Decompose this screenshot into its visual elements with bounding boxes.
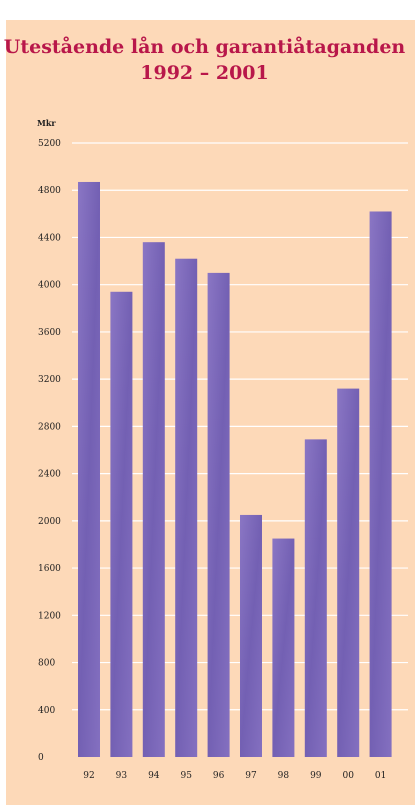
bar-00 [337, 388, 360, 757]
bar-97 [240, 514, 262, 757]
y-tick-label: 1200 [38, 611, 61, 621]
bar-96 [207, 272, 230, 757]
x-tick-label: 97 [245, 771, 257, 781]
y-tick-label: 2800 [38, 422, 61, 432]
y-tick-label: 1600 [38, 564, 61, 574]
y-tick-label: 4400 [38, 233, 61, 243]
y-tick-label: 0 [38, 753, 44, 763]
x-tick-label: 00 [342, 771, 354, 781]
y-tick-label: 400 [38, 706, 55, 716]
x-tick-label: 01 [375, 771, 386, 781]
bar-92 [78, 181, 100, 757]
y-tick-label: 4800 [38, 186, 61, 196]
bar-99 [304, 439, 327, 757]
chart-title: Utestående lån och garantiåtaganden [3, 36, 406, 58]
x-tick-label: 96 [213, 771, 225, 781]
y-tick-label: 2400 [38, 470, 61, 480]
x-tick-label: 94 [148, 771, 160, 781]
y-tick-label: 2000 [38, 517, 61, 527]
y-tick-label: 3600 [38, 328, 61, 338]
y-tick-label: 4000 [38, 281, 61, 291]
x-tick-label: 95 [180, 771, 192, 781]
x-tick-label: 92 [83, 771, 94, 781]
y-tick-label: 3200 [38, 375, 61, 385]
x-tick-label: 99 [310, 771, 322, 781]
x-tick-labels: 92 93 94 95 96 97 98 99 00 01 [83, 771, 386, 781]
y-tick-labels: 0 400 800 1200 1600 2000 2400 2800 3200 3600 4000 4… [38, 139, 61, 763]
y-tick-label: 800 [38, 659, 55, 669]
bar-98 [272, 538, 295, 757]
bar-01 [369, 211, 392, 757]
bars [78, 181, 392, 757]
bar-93 [110, 291, 133, 757]
bar-94 [142, 242, 165, 757]
x-tick-label: 98 [278, 771, 290, 781]
chart-subtitle: 1992 – 2001 [140, 62, 269, 84]
y-tick-label: 5200 [38, 139, 61, 149]
y-axis-unit-label: Mkr [37, 118, 56, 128]
x-tick-label: 93 [116, 771, 128, 781]
bar-95 [175, 258, 198, 757]
